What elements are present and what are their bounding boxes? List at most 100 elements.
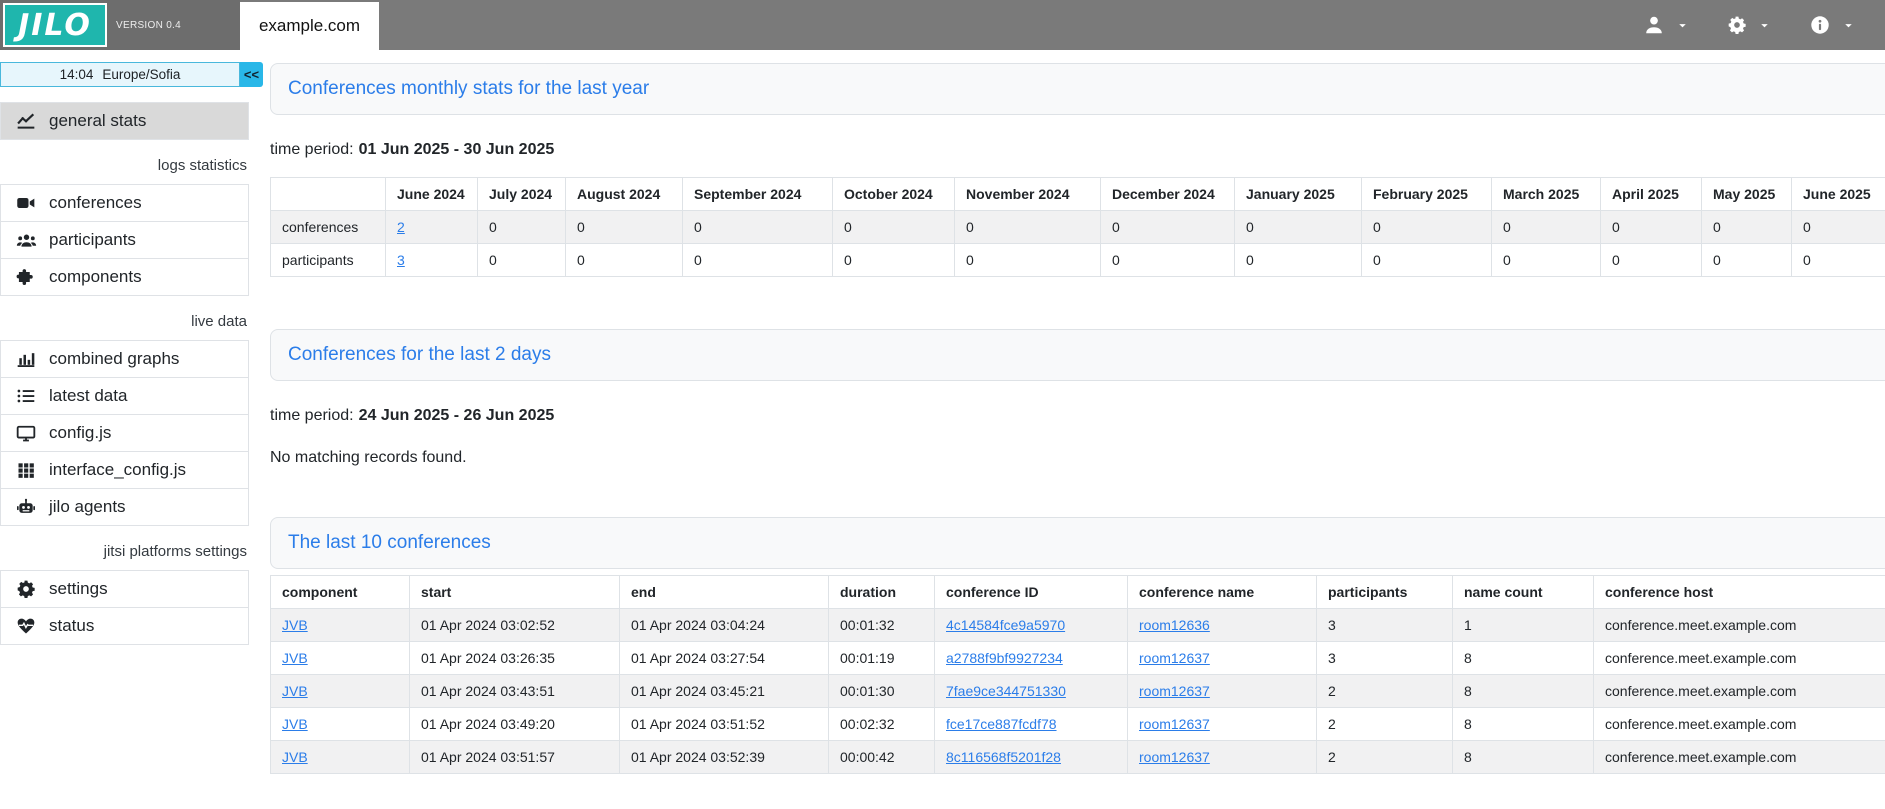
column-header: June 2025 (1791, 177, 1885, 211)
sidebar-item-components[interactable]: components (0, 258, 249, 296)
column-header: conference ID (934, 575, 1128, 609)
table-cell-link[interactable]: a2788f9bf9927234 (946, 650, 1063, 666)
table-cell: 01 Apr 2024 03:02:52 (409, 608, 620, 642)
panel-monthly-title-box: Conferences monthly stats for the last y… (270, 63, 1885, 115)
sidebar-item-jilo-agents[interactable]: jilo agents (0, 488, 249, 526)
table-cell: JVB (270, 641, 410, 675)
table-cell: 0 (832, 210, 955, 244)
sidebar-item-participants[interactable]: participants (0, 221, 249, 259)
table-cell: 0 (1234, 243, 1362, 277)
table-cell: 0 (1491, 210, 1601, 244)
table-cell: JVB (270, 674, 410, 708)
sidebar-item-combined-graphs[interactable]: combined graphs (0, 340, 249, 378)
column-header: August 2024 (565, 177, 683, 211)
sidebar-item-conferences[interactable]: conferences (0, 184, 249, 222)
table-cell: 8 (1452, 740, 1594, 774)
table-cell-link[interactable]: room12636 (1139, 617, 1210, 633)
table-cell: 0 (565, 243, 683, 277)
table-cell: 8 (1452, 641, 1594, 675)
table-cell-link[interactable]: 8c116568f5201f28 (946, 749, 1061, 765)
table-cell: 01 Apr 2024 03:43:51 (409, 674, 620, 708)
sidebar-item-general-stats[interactable]: general stats (0, 102, 249, 140)
table-cell: conference.meet.example.com (1593, 740, 1885, 774)
sidebar-section-live-data: live data (191, 313, 247, 330)
sidebar-item-status[interactable]: status (0, 607, 249, 645)
table-cell: 01 Apr 2024 03:26:35 (409, 641, 620, 675)
bar-chart-icon (14, 349, 38, 369)
sidebar-nav: general stats logs statistics conferences p… (0, 102, 263, 645)
table-row: JVB 01 Apr 2024 03:43:51 01 Apr 2024 03:45… (270, 674, 1885, 708)
table-row: JVB 01 Apr 2024 03:26:35 01 Apr 2024 03:27… (270, 641, 1885, 675)
table-cell-link[interactable]: 4c14584fce9a5970 (946, 617, 1066, 633)
column-header: December 2024 (1100, 177, 1235, 211)
table-cell: 3 (385, 243, 478, 277)
table-cell-link[interactable]: 2 (397, 219, 405, 235)
sidebar-collapse-button[interactable]: << (240, 62, 263, 87)
table-cell-link[interactable]: room12637 (1139, 749, 1210, 765)
sidebar-item-label: general stats (49, 111, 147, 130)
table-cell: 00:01:19 (828, 641, 935, 675)
sidebar-item-config-js[interactable]: config.js (0, 414, 249, 452)
table-cell: fce17ce887fcdf78 (934, 707, 1128, 741)
table-cell: 2 (1316, 707, 1453, 741)
time-period: time period: 24 Jun 2025 - 26 Jun 2025 (270, 406, 1885, 426)
table-cell-link[interactable]: JVB (282, 617, 308, 633)
time-period-value: 01 Jun 2025 - 30 Jun 2025 (358, 141, 555, 158)
table-cell: 0 (477, 210, 566, 244)
table-cell: 01 Apr 2024 03:51:57 (409, 740, 620, 774)
table-cell: 00:02:32 (828, 707, 935, 741)
platform-tab[interactable]: example.com (240, 2, 379, 50)
table-cell-link[interactable]: room12637 (1139, 683, 1210, 699)
heart-pulse-icon (14, 616, 38, 636)
panel-monthly-stats: Conferences monthly stats for the last y… (270, 63, 1885, 277)
table-cell: 0 (682, 243, 833, 277)
user-menu-button[interactable] (1643, 14, 1689, 36)
table-cell: 0 (1234, 210, 1362, 244)
sidebar: 14:04 Europe/Sofia << general stats logs … (0, 50, 263, 645)
table-cell-link[interactable]: JVB (282, 749, 308, 765)
column-header: February 2025 (1361, 177, 1492, 211)
column-header: May 2025 (1701, 177, 1792, 211)
column-header: duration (828, 575, 935, 609)
table-row: participants 3 0 0 0 0 0 0 0 0 0 0 0 0 (270, 243, 1885, 277)
table-cell-link[interactable]: JVB (282, 683, 308, 699)
table-cell: 01 Apr 2024 03:52:39 (619, 740, 829, 774)
table-cell-link[interactable]: JVB (282, 716, 308, 732)
time-period: time period: 01 Jun 2025 - 30 Jun 2025 (270, 140, 1885, 160)
sidebar-item-interface-config-js[interactable]: interface_config.js (0, 451, 249, 489)
table-cell: 01 Apr 2024 03:51:52 (619, 707, 829, 741)
table-cell-link[interactable]: fce17ce887fcdf78 (946, 716, 1057, 732)
monitor-icon (14, 423, 38, 443)
sidebar-item-label: settings (49, 579, 108, 598)
grid-icon (14, 460, 38, 480)
robot-icon (14, 497, 38, 517)
gear-icon (14, 579, 38, 599)
settings-menu-button[interactable] (1727, 15, 1771, 35)
sidebar-item-label: combined graphs (49, 349, 180, 368)
table-cell: JVB (270, 740, 410, 774)
app-logo[interactable]: JILO (3, 3, 107, 47)
table-cell-link[interactable]: room12637 (1139, 650, 1210, 666)
table-row: JVB 01 Apr 2024 03:51:57 01 Apr 2024 03:52… (270, 740, 1885, 774)
column-header: October 2024 (832, 177, 955, 211)
user-icon (1643, 14, 1665, 36)
table-row: JVB 01 Apr 2024 03:02:52 01 Apr 2024 03:04… (270, 608, 1885, 642)
table-cell: 2 (385, 210, 478, 244)
table-row: conferences 2 0 0 0 0 0 0 0 0 0 0 0 0 (270, 210, 1885, 244)
clock-display: 14:04 Europe/Sofia (0, 62, 240, 87)
sidebar-section-logs-statistics: logs statistics (157, 157, 247, 174)
last-10-conferences-table: component start end duration conference ID co… (270, 575, 1885, 774)
table-cell: conference.meet.example.com (1593, 707, 1885, 741)
column-header: January 2025 (1234, 177, 1362, 211)
monthly-stats-table: June 2024 July 2024 August 2024 September 2… (270, 177, 1885, 277)
table-cell-link[interactable]: 3 (397, 252, 405, 268)
table-cell-link[interactable]: 7fae9ce344751330 (946, 683, 1066, 699)
info-menu-button[interactable] (1809, 14, 1855, 36)
table-cell-link[interactable]: room12637 (1139, 716, 1210, 732)
sidebar-item-latest-data[interactable]: latest data (0, 377, 249, 415)
sidebar-item-label: jilo agents (49, 497, 126, 516)
panel-last10-title-box: The last 10 conferences (270, 517, 1885, 569)
table-cell-link[interactable]: JVB (282, 650, 308, 666)
table-cell: conference.meet.example.com (1593, 674, 1885, 708)
sidebar-item-settings[interactable]: settings (0, 570, 249, 608)
